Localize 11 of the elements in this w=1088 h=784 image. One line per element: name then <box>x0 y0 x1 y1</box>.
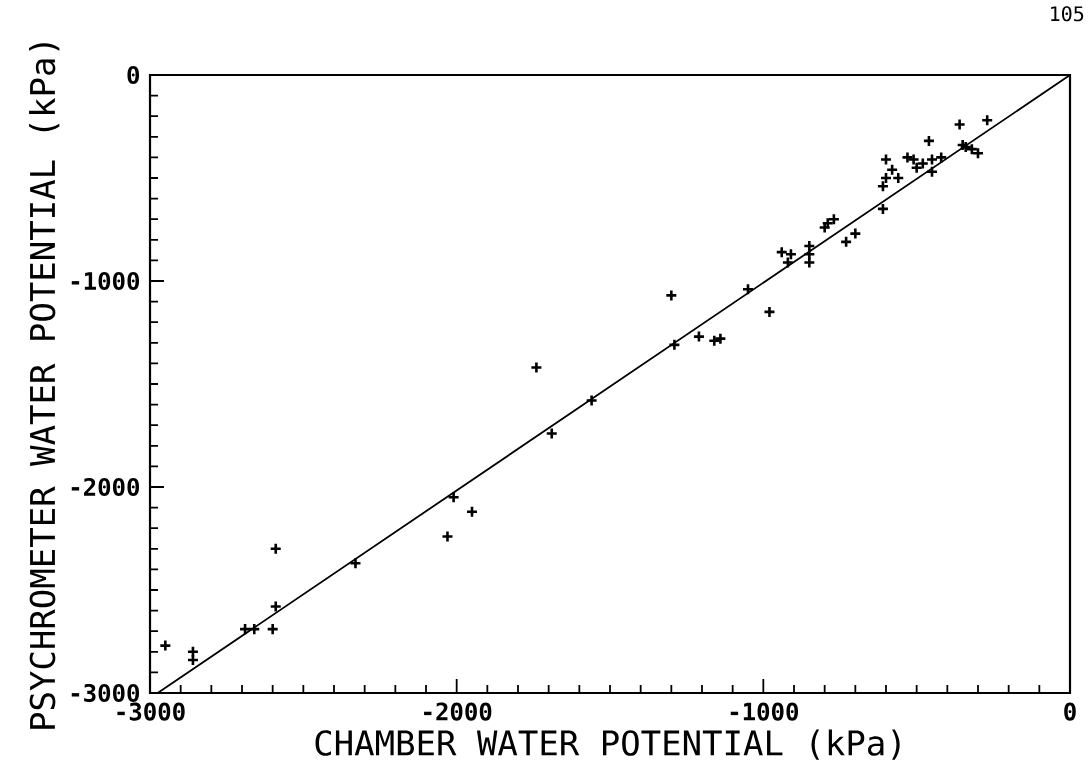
x-tick-label: -1000 <box>730 702 798 721</box>
y-axis-title: PSYCHROMETER WATER POTENTIAL (kPa) <box>29 43 60 729</box>
y-tick-label: -1000 <box>71 271 140 291</box>
x-tick-label: -3000 <box>117 702 185 721</box>
x-tick-label: -2000 <box>424 702 492 721</box>
text: 105 <box>1051 6 1084 22</box>
x-axis-title: CHAMBER WATER POTENTIAL (kPa) <box>315 729 900 760</box>
y-tick-label: 0 <box>127 65 140 85</box>
y-tick-label: -3000 <box>71 683 140 703</box>
x-tick-label: 0 <box>1064 702 1076 721</box>
y-tick-label: -2000 <box>71 477 140 497</box>
